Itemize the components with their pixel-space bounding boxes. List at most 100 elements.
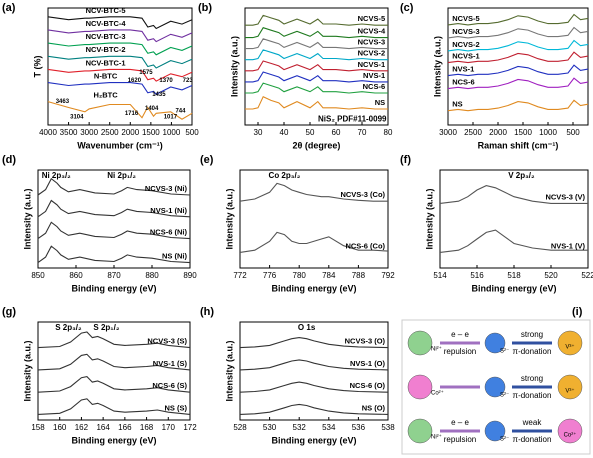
annotation: 3104 [70,114,84,120]
metal-label: Co²⁺ [431,390,444,397]
series-label: NVS-1 (V) [551,241,586,250]
repulsion-label: e – e [451,418,469,427]
plot-frame [447,7,589,126]
spectrum-line [439,185,588,204]
series-label: NCV-BTC-4 [86,19,127,28]
x-tick-label: 518 [507,271,521,280]
x-tick-label: 534 [322,423,336,432]
x-tick-label: 850 [31,271,45,280]
series-label: NS [452,100,462,109]
plot-frame [439,169,589,269]
x-tick-label: 172 [183,423,197,432]
annotation: 1370 [159,78,173,84]
ligand-label: S²⁻ [500,349,509,355]
plot-frame [239,321,389,421]
series-label: NS (O) [362,403,386,412]
x-tick-label: 1500 [514,128,532,137]
ligand-label: S²⁻ [500,437,509,443]
panel-label: (i) [572,306,583,318]
spectrum-line [447,64,589,77]
annotation: Co 2p₃/₂ [269,171,301,180]
spectrum-line [37,331,191,349]
target-label: V³⁺ [565,344,574,351]
x-tick-label: 890 [183,271,197,280]
annotation: 1716 [125,111,139,117]
series-label: NS (Ni) [162,252,188,261]
series-label: NS (S) [164,403,187,412]
series-label: NCVS-3 [452,27,480,36]
x-axis-label: Binding energy (eV) [71,283,156,293]
spectrum-line [47,16,193,30]
x-tick-label: 2500 [464,128,482,137]
plot-frame [37,321,191,421]
spectrum-line [245,95,388,110]
series-label: NCVS-4 [358,27,386,36]
x-tick-label: 2000 [121,128,139,137]
x-tick-label: 500 [566,128,580,137]
x-tick-label: 520 [544,271,558,280]
x-tick-label: 1000 [163,128,181,137]
panel-label: (e) [200,154,214,166]
y-axis-label: Intensity (a.u.) [224,188,234,249]
metal-orbital [407,330,433,356]
x-tick-label: 1500 [142,128,160,137]
series-label: NVS-1 (O) [350,359,386,368]
y-axis-label: Intensity (a.u.) [22,188,32,249]
spectrum-line [245,49,388,61]
metal-orbital [407,374,433,400]
spectrum-line [447,51,589,64]
annotation: 723 [183,78,194,84]
target-orbital [557,418,583,444]
annotation: 1404 [145,106,159,112]
spectrum-line [47,42,193,56]
y-axis-label: Intensity (a.u.) [432,36,442,97]
annotation: Ni 2p₃/₂ [42,171,71,180]
series-label: NS [375,98,385,107]
x-tick-label: 168 [140,423,154,432]
spectrum-line [37,221,191,240]
x-axis-label: Raman shift (cm⁻¹) [478,140,559,150]
x-tick-label: 860 [69,271,83,280]
spectrum-line [47,68,193,82]
diagram-frame [401,319,591,455]
plot-frame [244,7,389,126]
annotation: O 1s [298,323,316,332]
series-label: NCS-6 (Co) [345,241,385,250]
target-orbital [557,374,583,400]
panel-label: (f) [400,154,411,166]
metal-label: Ni²⁺ [431,434,442,441]
panel-label: (a) [2,2,16,14]
x-tick-label: 3500 [60,128,78,137]
series-label: NCVS-1 [358,60,386,69]
series-label: NCV-BTC-1 [86,58,126,67]
x-tick-label: 522 [581,271,593,280]
annotation: V 2p₃/₂ [508,171,535,180]
spectrum-line [245,60,388,72]
spectrum-line [439,229,588,253]
x-tick-label: 772 [233,271,247,280]
x-tick-label: 2000 [489,128,507,137]
repulsion-label: repulsion [444,435,476,444]
series-label: NCS-6 (S) [152,381,187,390]
spectrum-line [245,27,388,39]
y-axis-label: Intensity (a.u.) [224,340,234,401]
metal-label: Ni²⁺ [431,346,442,353]
x-axis-label: 2θ (degree) [293,140,341,150]
target-label: V³⁺ [565,388,574,395]
panel-label: (g) [2,306,16,318]
annotation: NiS₂ PDF#11-0099 [318,114,387,123]
series-label: NVS-1 [452,65,474,74]
x-tick-label: 536 [352,423,366,432]
ligand-label: S²⁻ [500,393,509,399]
annotation: 1620 [128,78,142,84]
series-label: NCVS-2 [452,40,480,49]
x-tick-label: 170 [162,423,176,432]
series-label: NCVS-5 [452,14,480,23]
series-label: NCVS-5 [358,14,386,23]
x-tick-label: 80 [384,128,393,137]
spectrum-line [239,403,389,415]
donation-label: strong [521,330,543,339]
spectrum-line [245,38,388,50]
y-axis-label: Intensity (a.u.) [22,340,32,401]
